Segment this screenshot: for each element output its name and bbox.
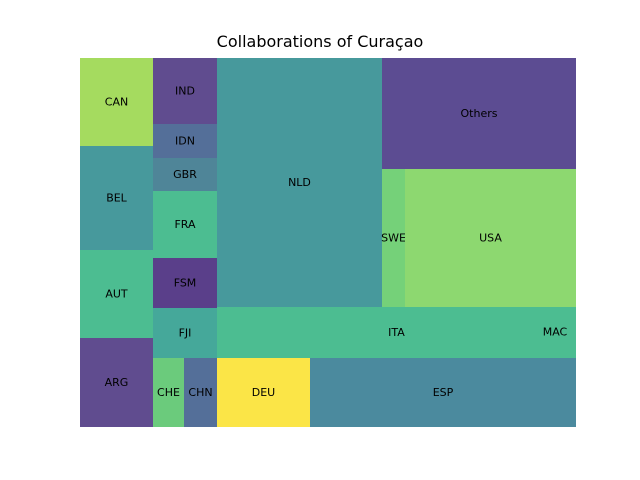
treemap-cell-can <box>80 58 153 146</box>
treemap-label-gbr: GBR <box>173 168 197 181</box>
treemap-cell-bel <box>80 146 153 250</box>
treemap-cell-idn <box>153 124 217 158</box>
treemap-label-ind: IND <box>175 85 195 98</box>
treemap-label-fji: FJI <box>179 327 192 340</box>
treemap-label-idn: IDN <box>175 135 195 148</box>
treemap-label-bel: BEL <box>106 192 127 205</box>
chart-title: Collaborations of Curaçao <box>216 32 424 51</box>
treemap-cell-che <box>153 358 184 427</box>
treemap-label-others: Others <box>461 107 498 120</box>
treemap-cell-swe <box>382 169 405 307</box>
treemap-cell-esp <box>310 358 576 427</box>
treemap-label-fra: FRA <box>174 218 196 231</box>
treemap-cell-fra <box>153 191 217 258</box>
treemap-cell-others <box>382 58 576 169</box>
treemap-label-arg: ARG <box>105 376 129 389</box>
treemap-label-chn: CHN <box>188 386 212 399</box>
treemap-label-fsm: FSM <box>174 277 197 290</box>
treemap-label-nld: NLD <box>288 176 311 189</box>
treemap-label-ita: ITA <box>388 326 405 339</box>
treemap-label-mac: MAC <box>543 326 568 339</box>
treemap-cell-nld <box>217 58 382 307</box>
treemap-cell-gbr <box>153 158 217 191</box>
treemap-label-swe: SWE <box>381 232 406 245</box>
treemap-label-che: CHE <box>157 386 180 399</box>
treemap-label-aut: AUT <box>105 288 128 301</box>
treemap-cell-deu <box>217 358 310 427</box>
treemap-cell-arg <box>80 338 153 427</box>
treemap-cell-ind <box>153 58 217 124</box>
treemap-cell-aut <box>80 250 153 338</box>
treemap-cell-ita <box>217 307 576 358</box>
treemap-label-deu: DEU <box>252 386 275 399</box>
treemap-label-esp: ESP <box>433 386 454 399</box>
treemap-cell-fsm <box>153 258 217 308</box>
treemap-cell-chn <box>184 358 217 427</box>
treemap-cell-fji <box>153 308 217 358</box>
treemap-cell-usa <box>405 169 576 307</box>
treemap-label-can: CAN <box>105 96 128 109</box>
treemap-label-usa: USA <box>479 232 502 245</box>
